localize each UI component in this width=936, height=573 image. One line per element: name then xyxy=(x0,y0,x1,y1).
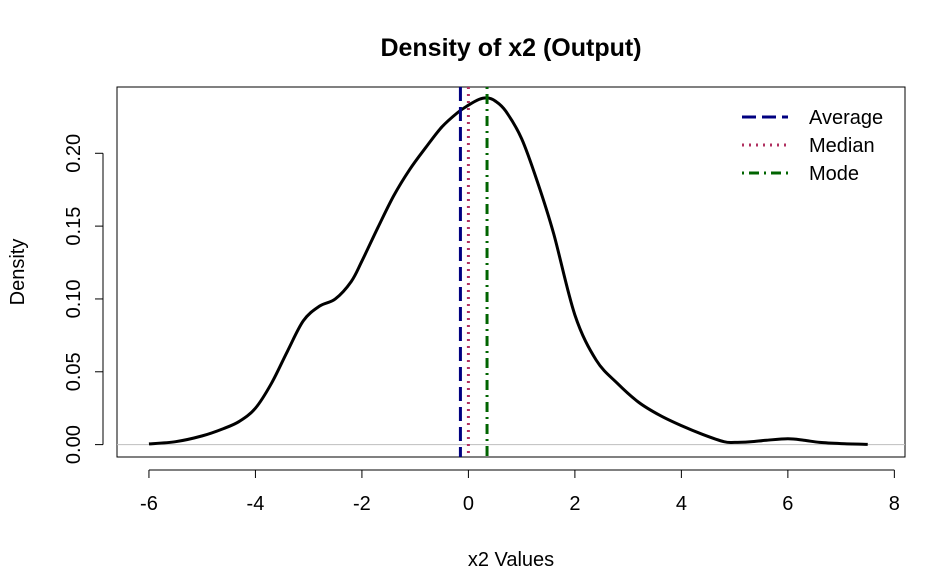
reference-lines xyxy=(458,87,489,457)
plot-frame xyxy=(116,86,906,458)
y-axis: 0.00 0.05 0.10 0.15 0.20 xyxy=(63,134,104,464)
x-tick-label: -6 xyxy=(140,493,158,515)
legend: Average Median Mode xyxy=(742,107,883,185)
y-tick-label: 0.15 xyxy=(63,207,85,246)
legend-label-mode: Mode xyxy=(809,163,859,185)
series-layer xyxy=(148,96,868,446)
y-axis-label: Density xyxy=(7,239,29,306)
x-tick-label: 8 xyxy=(889,493,900,515)
y-tick-label: 0.10 xyxy=(63,279,85,318)
y-tick-label: 0.05 xyxy=(63,352,85,391)
x-tick-label: 6 xyxy=(782,493,793,515)
density-curve xyxy=(148,96,868,446)
y-tick-label: 0.00 xyxy=(63,425,85,464)
x-tick-label: 4 xyxy=(676,493,687,515)
x-tick-label: -4 xyxy=(247,493,265,515)
chart-title: Density of x2 (Output) xyxy=(380,34,641,62)
x-axis-label: x2 Values xyxy=(468,549,554,571)
x-axis: -6 -4 -2 0 2 4 6 8 xyxy=(140,469,900,515)
x-tick-label: 2 xyxy=(569,493,580,515)
y-tick-label: 0.20 xyxy=(63,134,85,173)
x-tick-label: -2 xyxy=(353,493,371,515)
x-tick-label: 0 xyxy=(463,493,474,515)
legend-label-median: Median xyxy=(809,135,875,157)
legend-label-average: Average xyxy=(809,107,883,129)
